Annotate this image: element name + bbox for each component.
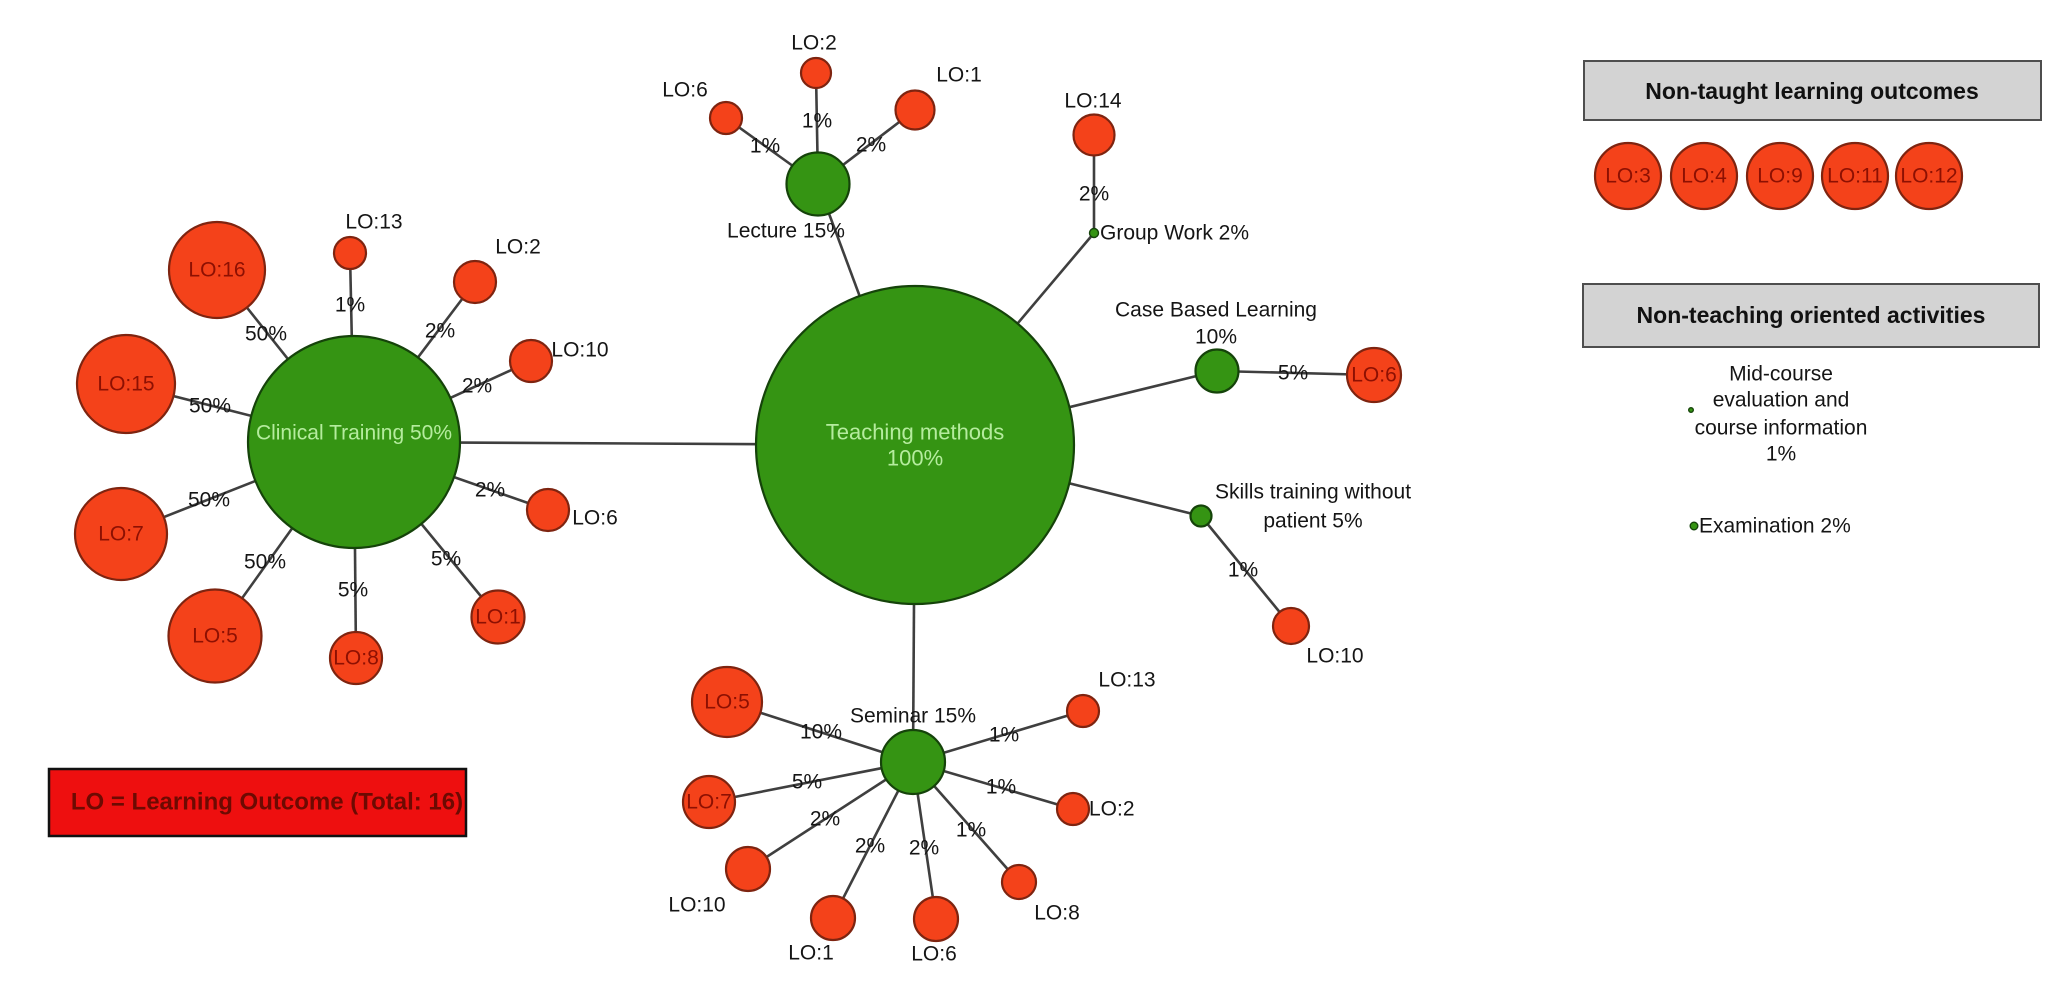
svg-text:course information: course information	[1695, 417, 1868, 440]
svg-text:2%: 2%	[475, 479, 505, 502]
svg-text:LO:10: LO:10	[668, 894, 725, 917]
svg-text:LO:11: LO:11	[1827, 165, 1883, 188]
svg-text:LO:6: LO:6	[662, 79, 708, 102]
svg-text:50%: 50%	[244, 551, 286, 574]
svg-text:1%: 1%	[956, 819, 986, 842]
svg-text:2%: 2%	[810, 808, 840, 831]
svg-text:LO:9: LO:9	[1757, 165, 1803, 188]
svg-text:Non-taught learning outcomes: Non-taught learning outcomes	[1645, 78, 1979, 104]
svg-text:LO:13: LO:13	[1098, 669, 1155, 692]
svg-text:Clinical Training 50%: Clinical Training 50%	[256, 422, 452, 445]
svg-text:LO:2: LO:2	[1089, 798, 1135, 821]
svg-text:evaluation and: evaluation and	[1713, 389, 1850, 412]
svg-text:LO:15: LO:15	[97, 373, 154, 396]
svg-text:1%: 1%	[802, 110, 832, 133]
svg-text:2%: 2%	[855, 835, 885, 858]
svg-text:LO:3: LO:3	[1605, 165, 1651, 188]
svg-text:1%: 1%	[1766, 443, 1796, 466]
svg-text:LO:12: LO:12	[1900, 165, 1957, 188]
svg-text:LO:1: LO:1	[475, 606, 521, 629]
svg-text:50%: 50%	[189, 395, 231, 418]
svg-text:1%: 1%	[750, 135, 780, 158]
svg-text:1%: 1%	[335, 294, 365, 317]
svg-text:5%: 5%	[431, 548, 461, 571]
svg-text:LO:1: LO:1	[788, 942, 834, 965]
svg-text:1%: 1%	[986, 776, 1016, 799]
svg-text:2%: 2%	[856, 134, 886, 157]
svg-text:10%: 10%	[800, 721, 842, 744]
svg-text:10%: 10%	[1195, 326, 1237, 349]
svg-text:LO:2: LO:2	[791, 32, 837, 55]
svg-text:LO:5: LO:5	[704, 691, 750, 714]
svg-text:5%: 5%	[338, 579, 368, 602]
svg-text:Seminar 15%: Seminar 15%	[850, 705, 976, 728]
svg-text:LO:14: LO:14	[1064, 90, 1122, 113]
svg-text:LO = Learning Outcome (Total:: LO = Learning Outcome (Total: 16)	[71, 789, 463, 816]
svg-text:LO:6: LO:6	[572, 507, 618, 530]
svg-text:LO:2: LO:2	[495, 236, 541, 259]
svg-text:LO:4: LO:4	[1681, 165, 1727, 188]
svg-text:5%: 5%	[792, 771, 822, 794]
svg-text:Examination 2%: Examination 2%	[1699, 515, 1851, 538]
svg-text:LO:8: LO:8	[1034, 902, 1080, 925]
svg-text:LO:8: LO:8	[333, 647, 379, 670]
svg-text:Non-teaching oriented activiti: Non-teaching oriented activities	[1637, 302, 1986, 328]
svg-text:Case Based Learning: Case Based Learning	[1115, 299, 1317, 322]
svg-text:1%: 1%	[1228, 559, 1258, 582]
svg-text:Mid-course: Mid-course	[1729, 363, 1833, 386]
svg-text:50%: 50%	[188, 489, 230, 512]
svg-text:Group Work 2%: Group Work 2%	[1100, 222, 1249, 245]
svg-text:LO:7: LO:7	[98, 523, 144, 546]
svg-text:5%: 5%	[1278, 362, 1308, 385]
svg-text:Lecture 15%: Lecture 15%	[727, 220, 845, 243]
svg-text:2%: 2%	[1079, 183, 1109, 206]
svg-text:LO:7: LO:7	[686, 791, 732, 814]
svg-text:1%: 1%	[989, 724, 1019, 747]
svg-text:LO:10: LO:10	[551, 339, 608, 362]
svg-text:LO:16: LO:16	[188, 259, 245, 282]
svg-text:LO:1: LO:1	[936, 64, 982, 87]
svg-text:2%: 2%	[425, 320, 455, 343]
svg-text:2%: 2%	[909, 837, 939, 860]
svg-text:Teaching methods: Teaching methods	[826, 420, 1005, 445]
svg-text:LO:13: LO:13	[345, 211, 402, 234]
svg-text:LO:5: LO:5	[192, 625, 238, 648]
svg-text:100%: 100%	[887, 446, 943, 471]
svg-text:50%: 50%	[245, 323, 287, 346]
svg-text:Skills training without: Skills training without	[1215, 481, 1411, 504]
svg-text:LO:10: LO:10	[1306, 645, 1363, 668]
svg-text:2%: 2%	[462, 375, 492, 398]
svg-text:LO:6: LO:6	[911, 943, 957, 966]
svg-text:patient 5%: patient 5%	[1263, 510, 1362, 533]
svg-text:LO:6: LO:6	[1351, 364, 1397, 387]
